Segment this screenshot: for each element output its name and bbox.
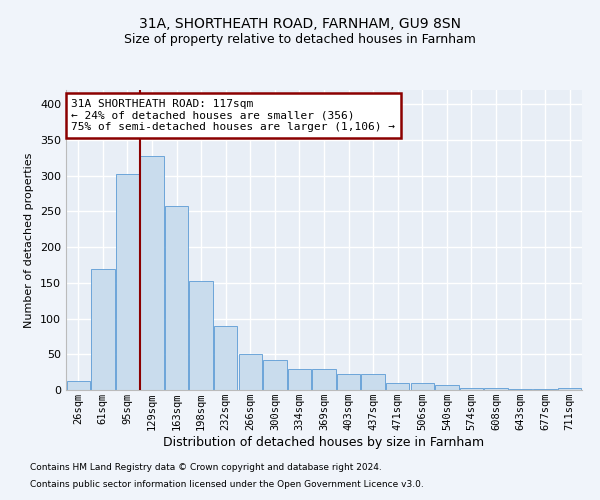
Text: 31A, SHORTHEATH ROAD, FARNHAM, GU9 8SN: 31A, SHORTHEATH ROAD, FARNHAM, GU9 8SN xyxy=(139,18,461,32)
Bar xyxy=(484,388,508,390)
Bar xyxy=(140,156,164,390)
Text: Size of property relative to detached houses in Farnham: Size of property relative to detached ho… xyxy=(124,32,476,46)
Bar xyxy=(190,282,213,390)
Bar xyxy=(386,383,409,390)
Bar xyxy=(239,354,262,390)
Text: Contains public sector information licensed under the Open Government Licence v3: Contains public sector information licen… xyxy=(30,480,424,489)
Bar xyxy=(435,385,458,390)
Bar xyxy=(214,326,238,390)
Bar xyxy=(288,368,311,390)
Bar xyxy=(361,374,385,390)
Y-axis label: Number of detached properties: Number of detached properties xyxy=(25,152,34,328)
Bar xyxy=(165,206,188,390)
Bar xyxy=(263,360,287,390)
Bar xyxy=(313,368,335,390)
Bar xyxy=(116,174,139,390)
Text: Contains HM Land Registry data © Crown copyright and database right 2024.: Contains HM Land Registry data © Crown c… xyxy=(30,464,382,472)
Bar xyxy=(410,383,434,390)
Bar xyxy=(91,268,115,390)
X-axis label: Distribution of detached houses by size in Farnham: Distribution of detached houses by size … xyxy=(163,436,485,449)
Bar xyxy=(558,388,581,390)
Text: 31A SHORTHEATH ROAD: 117sqm
← 24% of detached houses are smaller (356)
75% of se: 31A SHORTHEATH ROAD: 117sqm ← 24% of det… xyxy=(71,99,395,132)
Bar xyxy=(337,374,360,390)
Bar xyxy=(67,382,90,390)
Bar xyxy=(460,388,483,390)
